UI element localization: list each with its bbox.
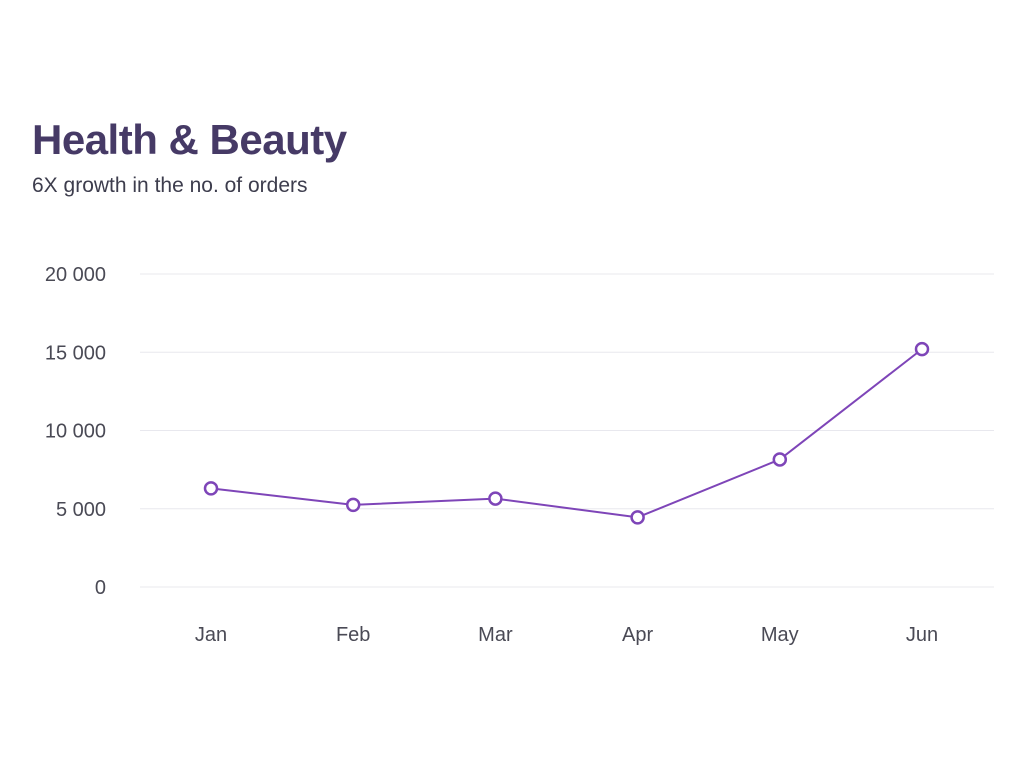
x-tick-label: May	[761, 624, 799, 646]
y-tick-label: 0	[95, 577, 106, 599]
y-tick-label: 15 000	[45, 342, 106, 364]
x-tick-label: Feb	[336, 624, 370, 646]
x-axis-ticks: Jan Feb Mar Apr May Jun	[195, 624, 938, 646]
chart-title: Health & Beauty	[32, 116, 347, 163]
y-tick-label: 10 000	[45, 421, 106, 443]
y-tick-label: 20 000	[45, 264, 106, 286]
data-point-apr	[630, 510, 645, 525]
series-line	[210, 348, 923, 519]
data-point-feb	[345, 497, 361, 513]
data-point-jan	[203, 481, 219, 496]
y-tick-label: 5 000	[56, 499, 106, 521]
chart-subtitle: 6X growth in the no. of orders	[32, 174, 308, 197]
gridlines	[140, 273, 994, 588]
data-point-jun	[914, 341, 930, 357]
data-point-mar	[488, 491, 503, 506]
series-orders	[203, 341, 930, 525]
data-point-may	[772, 452, 788, 467]
x-tick-label: Jan	[195, 624, 227, 646]
y-axis-ticks: 0 5 000 10 000 15 000 20 000	[45, 264, 106, 599]
x-tick-label: Mar	[478, 624, 513, 646]
x-tick-label: Apr	[622, 624, 653, 646]
x-tick-label: Jun	[906, 624, 938, 646]
